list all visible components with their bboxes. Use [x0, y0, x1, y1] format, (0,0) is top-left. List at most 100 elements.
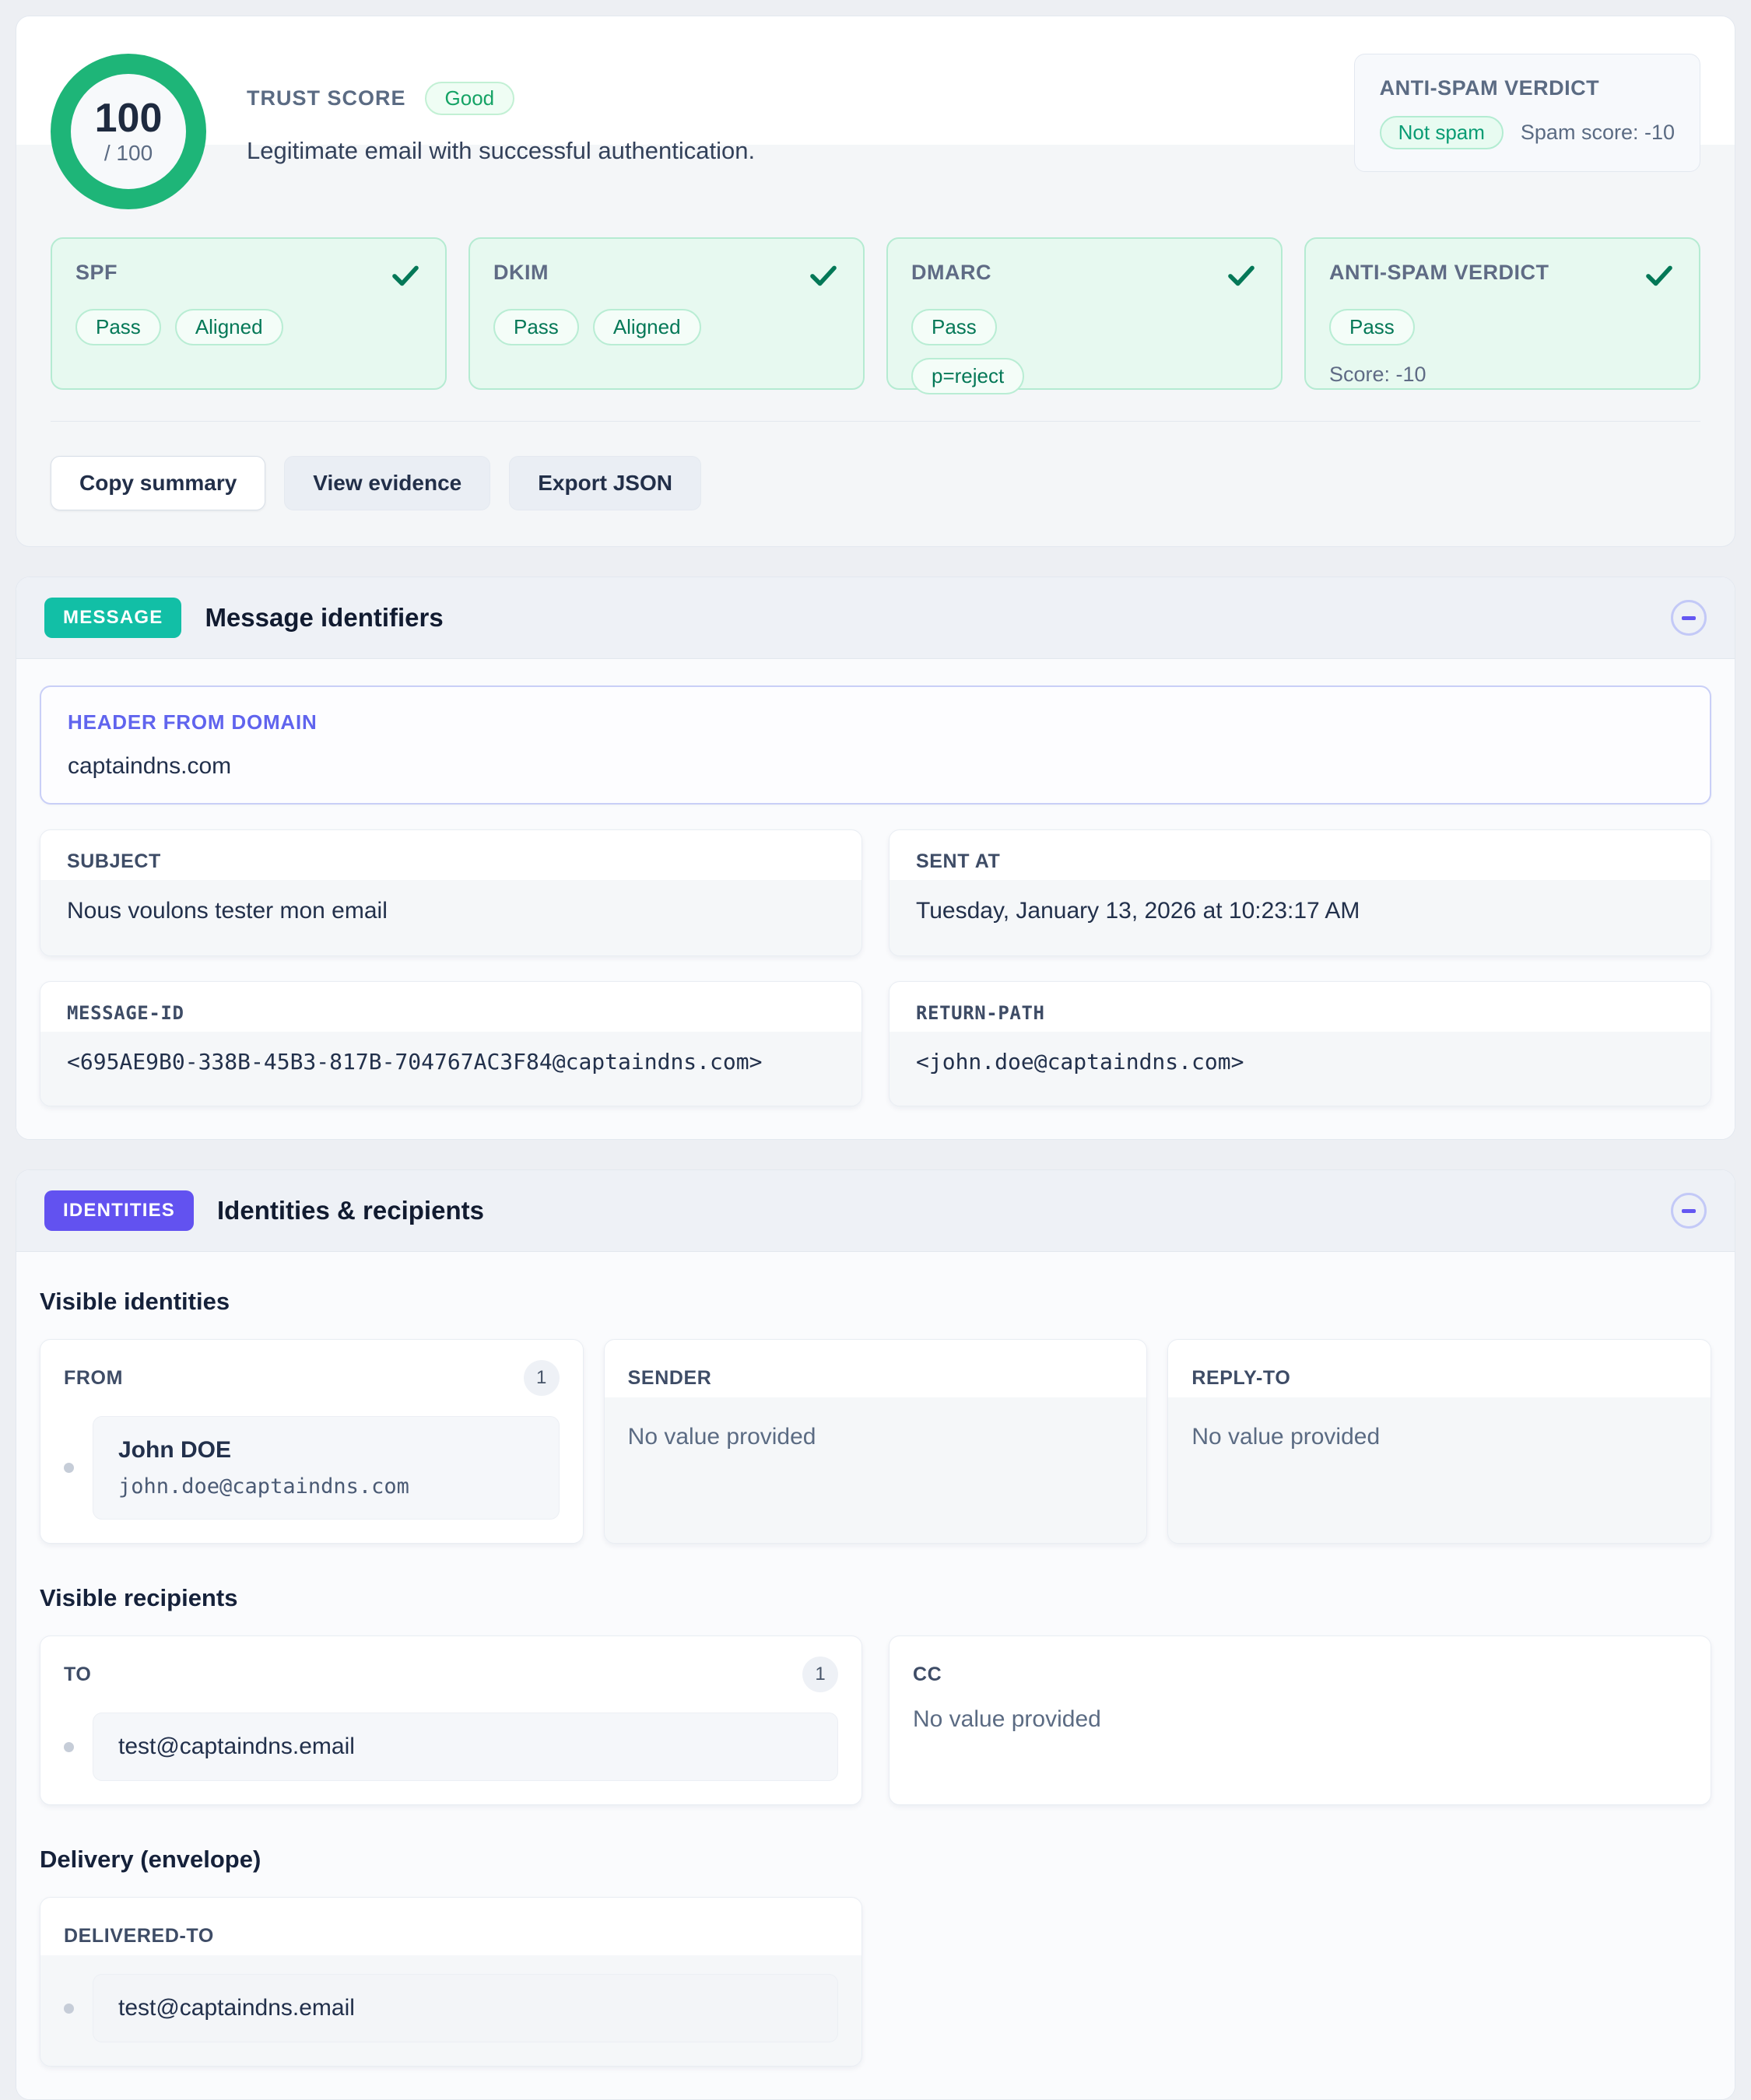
visible-identities-heading: Visible identities	[40, 1288, 230, 1315]
spf-pass-pill: Pass	[75, 309, 161, 345]
identities-section-header: IDENTITIES Identities & recipients	[16, 1170, 1735, 1252]
dmarc-label: DMARC	[911, 261, 991, 284]
check-icon	[1646, 265, 1672, 286]
from-name: John DOE	[118, 1437, 232, 1463]
bullet-dot-icon	[64, 1463, 74, 1473]
verdict-cards-row: SPF Pass Aligned DKIM Pass Aligned DMARC	[51, 237, 1700, 394]
sent-at-label: SENT AT	[916, 850, 1001, 872]
dkim-pass-pill: Pass	[493, 309, 579, 345]
return-path-value: <john.doe@captaindns.com>	[916, 1049, 1244, 1075]
list-item: test@captaindns.email	[64, 1713, 838, 1781]
identities-section-body: Visible identities FROM 1 John DOE john.…	[16, 1252, 1735, 2099]
spam-score-text: Spam score: -10	[1520, 121, 1675, 144]
minus-icon	[1682, 615, 1696, 620]
sender-empty-value: No value provided	[627, 1424, 816, 1450]
cc-card: CC No value provided	[889, 1635, 1711, 1805]
header-from-domain-card: HEADER FROM DOMAIN captaindns.com	[40, 685, 1711, 805]
sender-label: SENDER	[627, 1366, 712, 1389]
check-icon	[810, 265, 837, 286]
dmarc-policy-pill: p=reject	[911, 358, 1025, 394]
delivered-to-email: test@captaindns.email	[118, 1995, 355, 2021]
trust-score-ring: 100 / 100	[51, 54, 206, 209]
from-card: FROM 1 John DOE john.doe@captaindns.com	[40, 1339, 584, 1544]
collapse-identities-section-button[interactable]	[1671, 1193, 1707, 1229]
bullet-dot-icon	[64, 1741, 74, 1752]
cc-label: CC	[913, 1663, 942, 1685]
trust-score-value: 100	[94, 95, 163, 141]
return-path-card: RETURN-PATH <john.doe@captaindns.com>	[889, 981, 1711, 1106]
verdict-card-dkim: DKIM Pass Aligned	[468, 237, 865, 390]
sender-card: SENDER No value provided	[603, 1339, 1148, 1544]
delivery-envelope-heading: Delivery (envelope)	[40, 1846, 261, 1873]
delivered-to-recipient: test@captaindns.email	[93, 1974, 838, 2042]
summary-card: 100 / 100 TRUST SCORE Good Legitimate em…	[16, 16, 1735, 547]
identities-section-badge: IDENTITIES	[44, 1190, 195, 1231]
spf-aligned-pill: Aligned	[174, 309, 283, 345]
reply-to-empty-value: No value provided	[1191, 1424, 1381, 1450]
header-from-domain-label: HEADER FROM DOMAIN	[68, 710, 318, 734]
antispam-verdict-box: ANTI-SPAM VERDICT Not spam Spam score: -…	[1353, 54, 1700, 172]
antispam-label: ANTI-SPAM VERDICT	[1329, 261, 1549, 284]
sent-at-card: SENT AT Tuesday, January 13, 2026 at 10:…	[889, 829, 1711, 956]
list-item: John DOE john.doe@captaindns.com	[64, 1416, 560, 1520]
antispam-pass-pill: Pass	[1329, 309, 1415, 345]
verdict-card-antispam: ANTI-SPAM VERDICT Pass Score: -10	[1304, 237, 1700, 390]
list-item: test@captaindns.email	[64, 1974, 838, 2042]
delivered-to-card: DELIVERED-TO test@captaindns.email	[40, 1897, 862, 2067]
check-icon	[1228, 265, 1254, 286]
collapse-message-section-button[interactable]	[1671, 600, 1707, 636]
dmarc-pass-pill: Pass	[911, 309, 997, 345]
from-count-badge: 1	[523, 1360, 560, 1396]
dkim-label: DKIM	[493, 261, 549, 284]
subject-value: Nous voulons tester mon email	[67, 898, 388, 924]
to-recipient: test@captaindns.email	[93, 1713, 838, 1781]
from-label: FROM	[64, 1366, 123, 1389]
not-spam-badge: Not spam	[1379, 116, 1504, 149]
antispam-score-line: Score: -10	[1329, 363, 1426, 386]
export-json-button[interactable]: Export JSON	[509, 456, 701, 510]
message-section-header: MESSAGE Message identifiers	[16, 577, 1735, 659]
identities-section: IDENTITIES Identities & recipients Visib…	[16, 1169, 1735, 2100]
from-identity: John DOE john.doe@captaindns.com	[93, 1416, 560, 1520]
trust-score-hero: 100 / 100 TRUST SCORE Good Legitimate em…	[51, 54, 1700, 209]
reply-to-label: REPLY-TO	[1191, 1366, 1291, 1389]
check-icon	[392, 265, 419, 286]
bullet-dot-icon	[64, 2003, 74, 2014]
message-id-label: MESSAGE-ID	[67, 1002, 184, 1024]
summary-actions: Copy summary View evidence Export JSON	[51, 456, 1700, 510]
subject-card: SUBJECT Nous voulons tester mon email	[40, 829, 862, 956]
delivered-to-label: DELIVERED-TO	[64, 1924, 214, 1947]
dkim-aligned-pill: Aligned	[592, 309, 701, 345]
view-evidence-button[interactable]: View evidence	[284, 456, 491, 510]
message-section-badge: MESSAGE	[44, 598, 182, 638]
trust-score-label: TRUST SCORE	[247, 86, 406, 110]
message-section-body: HEADER FROM DOMAIN captaindns.com SUBJEC…	[16, 659, 1735, 1139]
message-identifiers-section: MESSAGE Message identifiers HEADER FROM …	[16, 577, 1735, 1140]
trust-score-badge: Good	[424, 82, 515, 115]
copy-summary-button[interactable]: Copy summary	[51, 456, 266, 510]
identities-section-title: Identities & recipients	[217, 1196, 484, 1225]
header-from-domain-value: captaindns.com	[68, 753, 232, 779]
sent-at-value: Tuesday, January 13, 2026 at 10:23:17 AM	[916, 898, 1360, 924]
spf-label: SPF	[75, 261, 118, 284]
cc-empty-value: No value provided	[913, 1706, 1101, 1732]
message-section-title: Message identifiers	[205, 603, 444, 632]
message-id-value: <695AE9B0-338B-45B3-817B-704767AC3F84@ca…	[67, 1049, 763, 1075]
return-path-label: RETURN-PATH	[916, 1002, 1045, 1024]
message-id-card: MESSAGE-ID <695AE9B0-338B-45B3-817B-7047…	[40, 981, 862, 1106]
trust-score-subtitle: Legitimate email with successful authent…	[247, 137, 756, 164]
summary-divider	[51, 421, 1700, 422]
subject-label: SUBJECT	[67, 850, 161, 872]
to-count-badge: 1	[802, 1657, 838, 1692]
to-email: test@captaindns.email	[118, 1734, 355, 1759]
to-label: TO	[64, 1663, 92, 1685]
to-card: TO 1 test@captaindns.email	[40, 1635, 862, 1805]
trust-score-text: TRUST SCORE Good Legitimate email with s…	[247, 54, 755, 165]
reply-to-card: REPLY-TO No value provided	[1167, 1339, 1711, 1544]
verdict-card-dmarc: DMARC Pass p=reject	[886, 237, 1283, 394]
minus-icon	[1682, 1208, 1696, 1213]
verdict-card-spf: SPF Pass Aligned	[51, 237, 447, 390]
from-email: john.doe@captaindns.com	[118, 1474, 409, 1499]
antispam-box-title: ANTI-SPAM VERDICT	[1379, 76, 1600, 100]
trust-score-max: / 100	[104, 141, 153, 166]
